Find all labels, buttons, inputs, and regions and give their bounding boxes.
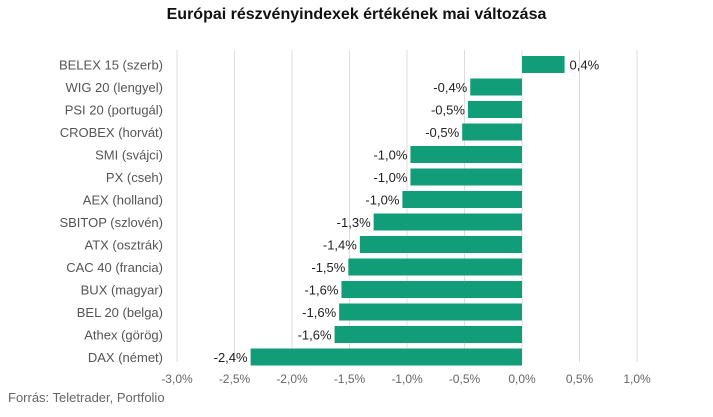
- category-label: CROBEX (horvát): [60, 125, 163, 140]
- x-tick-label: -2,5%: [219, 372, 251, 386]
- data-label: -1,0%: [365, 193, 399, 208]
- x-tick-label: 0,0%: [508, 372, 536, 386]
- data-label: -1,0%: [373, 148, 407, 163]
- x-tick-label: -0,5%: [449, 372, 481, 386]
- bar: [467, 101, 522, 118]
- bar: [250, 348, 522, 366]
- x-tick-label: -3,0%: [161, 372, 193, 386]
- x-tick-label: -1,5%: [334, 372, 366, 386]
- source-note: Forrás: Teletrader, Portfolio: [8, 390, 165, 405]
- category-label: SMI (svájci): [95, 148, 163, 163]
- category-label: Athex (görög): [84, 328, 163, 343]
- data-label: -1,6%: [304, 283, 338, 298]
- bar: [522, 56, 565, 73]
- bar: [462, 123, 522, 141]
- data-label: -1,0%: [373, 170, 407, 185]
- category-label: SBITOP (szlovén): [59, 215, 163, 230]
- category-label: PX (cseh): [106, 170, 163, 185]
- data-label: -0,5%: [425, 125, 459, 140]
- x-tick-label: 0,5%: [566, 372, 594, 386]
- bar: [341, 281, 522, 298]
- bar: [470, 78, 522, 96]
- x-tick-label: 1,0%: [623, 372, 651, 386]
- bar: [348, 258, 522, 276]
- data-label: -0,5%: [431, 103, 465, 118]
- category-label: BUX (magyar): [81, 283, 163, 298]
- x-tick-label: -1,0%: [391, 372, 423, 386]
- x-tick-label: -2,0%: [276, 372, 308, 386]
- data-label: -1,6%: [298, 328, 332, 343]
- data-label: -1,4%: [323, 238, 357, 253]
- data-label: -0,4%: [433, 80, 467, 95]
- category-label: DAX (német): [88, 350, 163, 365]
- data-label: 0,4%: [570, 58, 600, 73]
- category-label: AEX (holland): [83, 193, 163, 208]
- bar: [410, 168, 522, 186]
- bar: [334, 326, 522, 343]
- category-label: CAC 40 (francia): [66, 260, 163, 275]
- data-label: -1,5%: [311, 260, 345, 275]
- chart-title: Európai részvényindexek értékének mai vá…: [166, 6, 547, 23]
- data-label: -1,3%: [337, 215, 371, 230]
- category-label: WIG 20 (lengyel): [65, 80, 163, 95]
- bar: [402, 191, 522, 208]
- category-label: BEL 20 (belga): [77, 305, 163, 320]
- category-label: PSI 20 (portugál): [65, 103, 163, 118]
- bar: [373, 213, 522, 231]
- category-label: ATX (osztrák): [85, 238, 164, 253]
- data-label: -2,4%: [214, 350, 248, 365]
- bar: [359, 236, 522, 253]
- bar: [339, 303, 522, 321]
- data-label: -1,6%: [302, 305, 336, 320]
- bar: [410, 146, 522, 163]
- category-label: BELEX 15 (szerb): [59, 58, 163, 73]
